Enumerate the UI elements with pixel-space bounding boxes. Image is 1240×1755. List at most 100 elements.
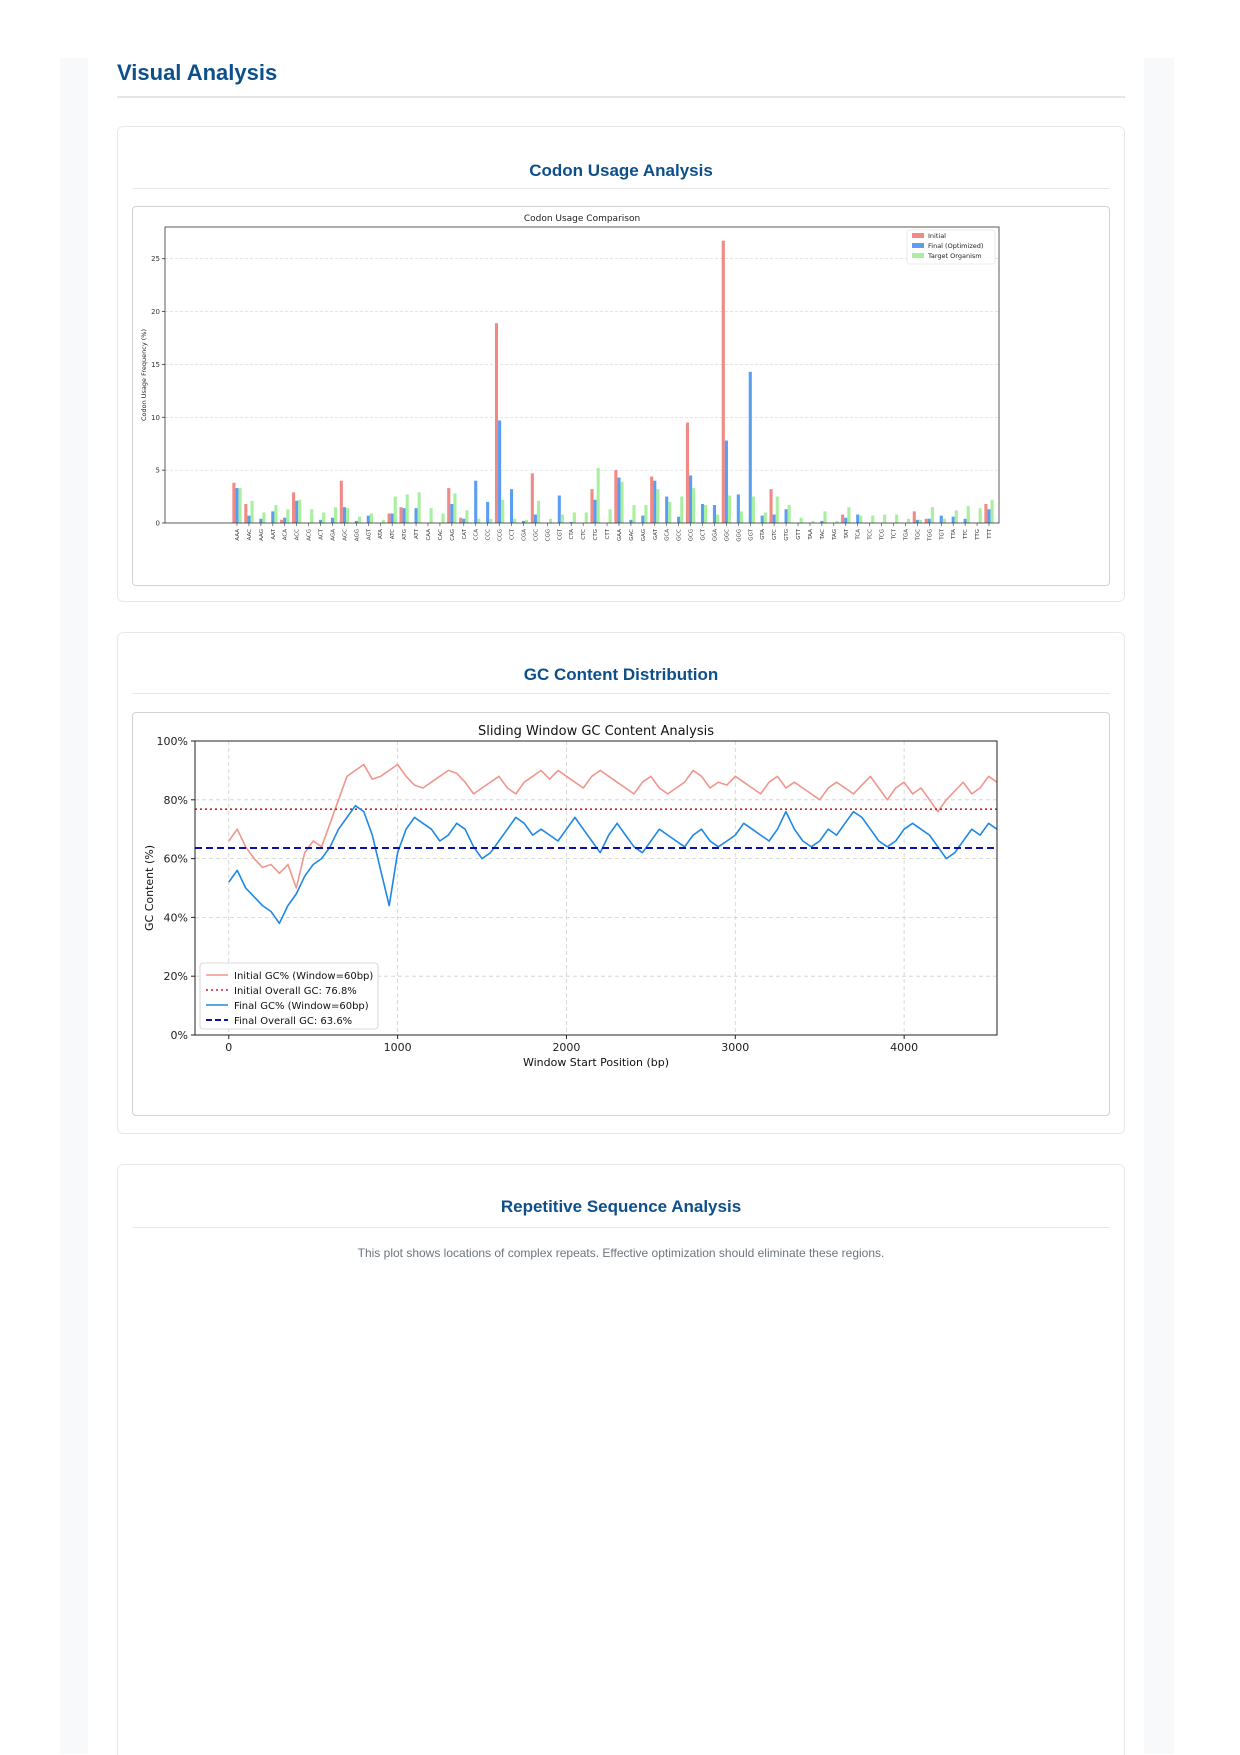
legend-label: Initial GC% (Window=60bp) <box>234 971 373 982</box>
chart-title: Codon Usage Comparison <box>524 214 640 224</box>
bar-target-TTG <box>978 508 982 523</box>
bar-target-CAT <box>465 510 469 523</box>
bar-final-TAC <box>820 520 824 523</box>
bar-final-CCA <box>474 480 478 523</box>
bar-target-GTT <box>799 517 803 523</box>
legend-label: Final (Optimized) <box>928 242 983 250</box>
bar-target-TGC <box>918 519 923 523</box>
bar-final-ATC <box>390 513 394 523</box>
x-tick-label: 0 <box>225 1041 232 1054</box>
bar-target-TTC <box>966 506 970 523</box>
bar-target-AGT <box>369 513 373 523</box>
bar-initial-GAA <box>614 470 618 523</box>
x-tick-label: ACC <box>295 529 301 541</box>
y-tick-label: 60% <box>164 853 188 866</box>
x-tick-label: GTA <box>760 529 766 540</box>
bar-target-CCT <box>513 518 517 523</box>
bar-target-AAG <box>262 512 266 523</box>
bar-target-GTG <box>787 505 791 523</box>
bar-target-GGA <box>716 514 720 523</box>
bar-target-TAC <box>823 511 827 523</box>
bar-target-CTG <box>596 468 600 523</box>
x-tick-label: AAG <box>259 529 265 541</box>
gc-chart-frame: 0% 20% 40% 60% 80% 100% 0 1000 2000 3000 4000 Slidi… <box>132 712 1110 1116</box>
bar-final-GAC <box>629 519 633 523</box>
x-tick-label: TGA <box>903 529 909 542</box>
y-tick-label: 25 <box>151 255 160 263</box>
plot-area <box>194 740 998 1036</box>
x-tick-label: TCT <box>892 528 898 540</box>
x-tick-label: TGT <box>939 528 945 540</box>
bar-target-CGA <box>525 519 529 523</box>
section-divider <box>117 96 1125 98</box>
bar-target-AAA <box>238 488 242 523</box>
bar-final-CCT <box>509 489 514 523</box>
bar-target-TCA <box>859 515 863 523</box>
bar-target-GGT <box>751 496 755 523</box>
bar-final-GGT <box>748 371 752 523</box>
bar-target-TTT <box>990 499 994 523</box>
y-tick-label: 10 <box>151 414 160 422</box>
bar-target-AAC <box>250 500 254 523</box>
bar-final-ACT <box>319 519 323 523</box>
x-tick-label: TCA <box>856 529 862 541</box>
x-tick-label: TTC <box>963 529 969 540</box>
x-tick-label: AGG <box>354 529 360 541</box>
bar-target-CAG <box>453 493 457 523</box>
legend-box <box>906 229 996 265</box>
chart-legend: Initial Final (Optimized) Target Organism <box>906 229 996 265</box>
bar-target-TTA <box>954 510 958 523</box>
codon-usage-card: Codon Usage Analysis 0 5 10 15 20 25 AAA AAC AAG… <box>117 126 1125 602</box>
bar-final-GGG <box>736 494 740 523</box>
bar-final-ACC <box>295 500 299 523</box>
bar-target-TGA <box>906 518 911 523</box>
x-tick-label: GAC <box>629 529 635 541</box>
bar-initial-AGC <box>339 480 343 523</box>
x-tick-label: GCC <box>677 529 683 541</box>
bar-target-GCC <box>680 496 684 523</box>
x-tick-label: ATG <box>402 529 408 540</box>
card-divider <box>132 1227 1110 1228</box>
x-tick-label: 4000 <box>890 1041 918 1054</box>
bar-final-GCT <box>700 503 705 523</box>
x-tick-label: GCA <box>665 529 671 541</box>
bar-target-CGG <box>548 518 552 523</box>
x-tick-label: GCG <box>689 529 695 541</box>
bar-final-TAT <box>844 517 848 523</box>
bar-final-TGT <box>939 515 943 523</box>
bar-initial-ACC <box>292 492 296 523</box>
bar-target-CGC <box>536 500 541 523</box>
x-tick-label: ACA <box>283 529 289 541</box>
bar-target-TCT <box>895 514 899 523</box>
x-tick-label: CGT <box>557 528 563 540</box>
codon-usage-title: Codon Usage Analysis <box>529 161 713 180</box>
bar-target-TGG <box>930 507 934 523</box>
bar-initial-GCG <box>685 422 690 523</box>
bar-final-GTG <box>784 509 788 523</box>
bar-target-TAT <box>847 507 851 523</box>
x-tick-label: GGT <box>748 528 754 540</box>
x-tick-label: CAT <box>462 528 468 539</box>
bar-target-AGG <box>357 516 362 523</box>
x-tick-label: 2000 <box>552 1041 580 1054</box>
x-tick-label: GTG <box>784 529 790 541</box>
x-tick-label: CAC <box>438 529 444 541</box>
bar-final-GCA <box>665 496 669 523</box>
bar-target-CTA <box>572 512 576 523</box>
bar-final-AGA <box>330 517 335 523</box>
y-tick-label: 20% <box>164 970 188 983</box>
x-tick-label: GGC <box>724 529 730 542</box>
codon-usage-chart: 0 5 10 15 20 25 AAA AAC AAG AAT ACA ACC ACG ACT AGA AGC… <box>140 214 1000 542</box>
y-tick-label: 15 <box>151 361 160 369</box>
x-tick-label: TCG <box>880 529 886 541</box>
bar-target-AAT <box>274 505 278 523</box>
x-tick-label: TCC <box>868 529 874 541</box>
repeat-analysis-card: Repetitive Sequence Analysis This plot s… <box>117 1164 1125 1755</box>
x-tick-label: 1000 <box>384 1041 412 1054</box>
x-tick-label: TTG <box>975 529 981 541</box>
x-tick-label: ATC <box>390 529 396 539</box>
x-tick-label: CCA <box>474 529 480 541</box>
bar-initial-CTG <box>590 489 594 523</box>
bar-final-ATT <box>414 508 418 523</box>
bar-target-CAC <box>441 513 445 523</box>
